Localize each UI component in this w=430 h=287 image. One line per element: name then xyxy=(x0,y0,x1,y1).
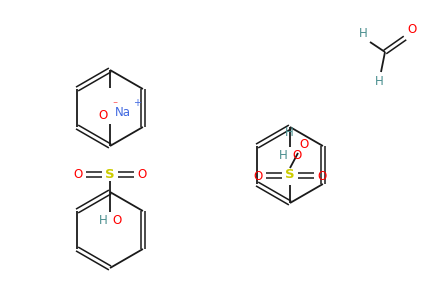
Text: O: O xyxy=(112,214,121,227)
Text: H: H xyxy=(374,75,383,88)
Text: ⁻: ⁻ xyxy=(112,100,117,110)
Text: S: S xyxy=(285,168,294,181)
Text: H: H xyxy=(99,214,108,227)
Text: O: O xyxy=(137,168,146,181)
Text: O: O xyxy=(253,170,262,183)
Text: O: O xyxy=(298,138,307,151)
Text: O: O xyxy=(406,23,415,36)
Text: O: O xyxy=(316,170,326,183)
Text: H: H xyxy=(359,27,367,40)
Text: S: S xyxy=(105,168,114,181)
Text: Na: Na xyxy=(115,106,131,119)
Text: O: O xyxy=(98,109,108,122)
Text: O: O xyxy=(291,149,301,162)
Text: H: H xyxy=(285,126,293,139)
Text: H: H xyxy=(279,149,287,162)
Text: +: + xyxy=(133,98,141,108)
Text: O: O xyxy=(73,168,83,181)
